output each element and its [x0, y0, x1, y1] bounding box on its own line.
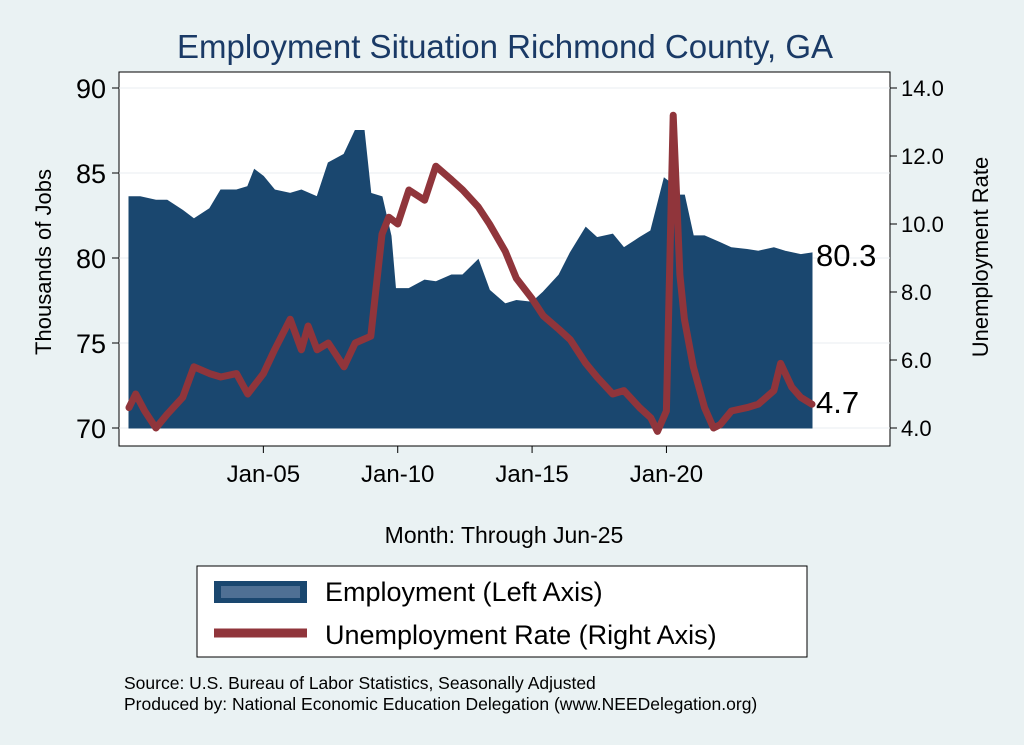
last-value-unemployment: 4.7 [816, 385, 859, 420]
x-tick-label-3: Jan-20 [630, 461, 703, 488]
chart-title: Employment Situation Richmond County, GA [177, 28, 833, 65]
series-unemployment-line [125, 111, 816, 435]
legend-swatch-employment [214, 581, 307, 603]
x-tick-label-0: Jan-05 [227, 461, 300, 488]
legend-label-employment: Employment (Left Axis) [325, 577, 603, 607]
y-axis-right-label: Unemployment Rate [968, 157, 993, 358]
x-tick-label-2: Jan-15 [495, 461, 568, 488]
y-right-tick-label-4: 12.0 [901, 144, 944, 169]
y-right-tick-label-5: 14.0 [901, 76, 944, 101]
last-value-employment: 80.3 [816, 238, 876, 273]
source-note: Source: U.S. Bureau of Labor Statistics,… [124, 673, 596, 693]
y-right-tick-label-2: 8.0 [901, 280, 932, 305]
producer-note: Produced by: National Economic Education… [124, 694, 757, 714]
legend-label-unemployment: Unemployment Rate (Right Axis) [325, 620, 717, 650]
x-axis-label: Month: Through Jun-25 [385, 522, 624, 548]
y-axis-left-label: Thousands of Jobs [31, 169, 56, 355]
y-right-tick-label-3: 10.0 [901, 212, 944, 237]
x-tick-label-1: Jan-10 [361, 461, 434, 488]
series-employment-area [128, 130, 813, 429]
legend: Employment (Left Axis) Unemployment Rate… [196, 565, 808, 658]
y-left-tick-label-4: 90 [76, 74, 106, 104]
y-left-tick-label-2: 80 [76, 244, 106, 274]
y-left-tick-label-1: 75 [76, 329, 106, 359]
y-right-tick-label-0: 4.0 [901, 416, 932, 441]
y-right-tick-label-1: 6.0 [901, 348, 932, 373]
chart-marks [125, 111, 816, 435]
y-left-tick-label-0: 70 [76, 414, 106, 444]
axes: 70 75 80 85 90 4.0 6.0 8.0 10.0 12.0 14.0 Jan-05 Jan… [76, 74, 944, 488]
y-left-tick-label-3: 85 [76, 159, 106, 189]
